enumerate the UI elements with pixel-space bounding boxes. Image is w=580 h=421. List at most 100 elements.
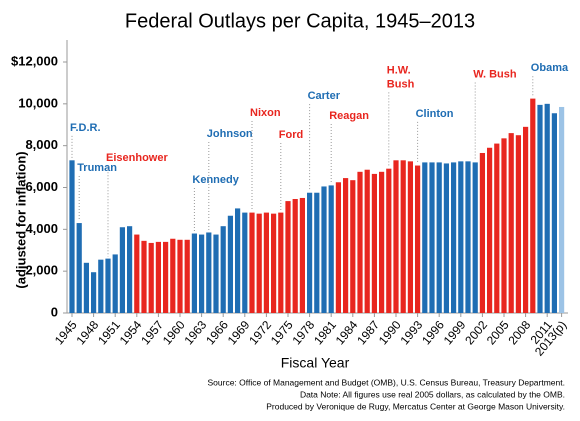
bar — [98, 259, 104, 313]
bar — [422, 162, 428, 313]
bar — [429, 162, 435, 313]
bar — [335, 182, 341, 313]
bar — [415, 165, 421, 313]
x-tick-label: 1999 — [441, 318, 469, 348]
bar — [343, 178, 349, 313]
bar — [199, 234, 205, 313]
chart-title: Federal Outlays per Capita, 1945–2013 — [125, 10, 475, 32]
bar — [105, 258, 111, 313]
y-tick-label: 8,000 — [25, 137, 58, 152]
bar — [148, 242, 154, 313]
bar — [472, 162, 478, 313]
bar — [170, 238, 176, 313]
bar — [235, 208, 241, 313]
annotation: Truman — [77, 162, 117, 174]
note: Produced by Veronique de Rugy, Mercatus … — [266, 401, 565, 411]
bar — [465, 161, 471, 313]
bar — [184, 239, 190, 313]
bar — [314, 192, 320, 313]
y-tick-label: 6,000 — [25, 179, 58, 194]
bar — [141, 240, 147, 313]
x-tick-label: 1954 — [117, 318, 145, 348]
bar — [127, 226, 133, 313]
bar — [76, 223, 82, 313]
x-tick-label: 1990 — [376, 318, 404, 348]
annotation: Nixon — [250, 107, 281, 119]
note: Source: Office of Management and Budget … — [208, 377, 566, 387]
x-axis-label: Fiscal Year — [281, 355, 350, 371]
x-tick-label: 2008 — [505, 318, 533, 348]
bar — [386, 168, 392, 313]
bar — [487, 147, 493, 313]
x-tick-label: 2005 — [484, 318, 512, 348]
x-tick-label: 2002 — [462, 318, 490, 348]
bar — [393, 160, 399, 313]
annotation: Reagan — [329, 110, 369, 122]
bar — [213, 234, 219, 313]
bar — [479, 152, 485, 313]
bar — [515, 135, 521, 313]
x-tick-label: 1996 — [419, 318, 447, 348]
bar — [163, 241, 169, 313]
x-tick-label: 1948 — [73, 318, 101, 348]
bar — [155, 241, 161, 313]
x-tick-label: 1984 — [333, 318, 361, 348]
bar — [458, 161, 464, 313]
annotation: H.W. — [387, 64, 411, 76]
x-tick-label: 1966 — [203, 318, 231, 348]
annotation: Obama — [531, 62, 569, 74]
x-tick-label: 1978 — [289, 318, 317, 348]
bar — [256, 213, 262, 313]
y-tick-label: 10,000 — [18, 95, 58, 110]
bar — [299, 197, 305, 313]
bar — [371, 173, 377, 313]
x-tick-label: 1975 — [268, 318, 296, 348]
bar — [91, 272, 97, 313]
x-tick-label: 1981 — [311, 318, 339, 348]
bar — [220, 226, 226, 313]
bar — [494, 143, 500, 313]
bar — [321, 186, 327, 313]
bar — [271, 213, 277, 313]
annotation: Eisenhower — [106, 152, 168, 164]
y-tick-label: 2,000 — [25, 263, 58, 278]
bar — [350, 180, 356, 313]
bar — [400, 160, 406, 313]
bar — [379, 171, 385, 313]
y-tick-label: $12,000 — [11, 53, 58, 68]
bar — [242, 212, 248, 313]
bar — [328, 185, 334, 313]
note: Data Note: All figures use real 2005 dol… — [300, 389, 565, 399]
annotation: W. Bush — [473, 68, 517, 80]
bar — [263, 212, 269, 313]
y-tick-label: 0 — [51, 304, 58, 319]
bar — [508, 133, 514, 313]
annotation: Bush — [387, 78, 415, 90]
bar — [83, 262, 89, 313]
y-axis-label: (adjusted for inflation) — [13, 151, 28, 288]
bar — [177, 239, 183, 313]
bar — [364, 169, 370, 313]
bar — [278, 212, 284, 313]
x-tick-label: 1957 — [138, 318, 166, 348]
annotation: Ford — [279, 129, 303, 141]
bar — [501, 138, 507, 313]
bar — [559, 106, 565, 314]
x-tick-label: 1972 — [246, 318, 274, 348]
bar — [292, 199, 298, 313]
bar — [285, 201, 291, 313]
annotation: Kennedy — [192, 174, 239, 186]
x-tick-label: 1987 — [354, 318, 382, 348]
bar — [227, 215, 233, 313]
x-tick-label: 1960 — [160, 318, 188, 348]
bar — [451, 162, 457, 313]
bar — [407, 161, 413, 313]
bar — [357, 171, 363, 313]
bar — [191, 233, 197, 313]
bar — [523, 126, 529, 313]
bar — [206, 232, 212, 313]
bar — [69, 160, 75, 313]
bar — [134, 234, 140, 313]
bar — [443, 163, 449, 313]
